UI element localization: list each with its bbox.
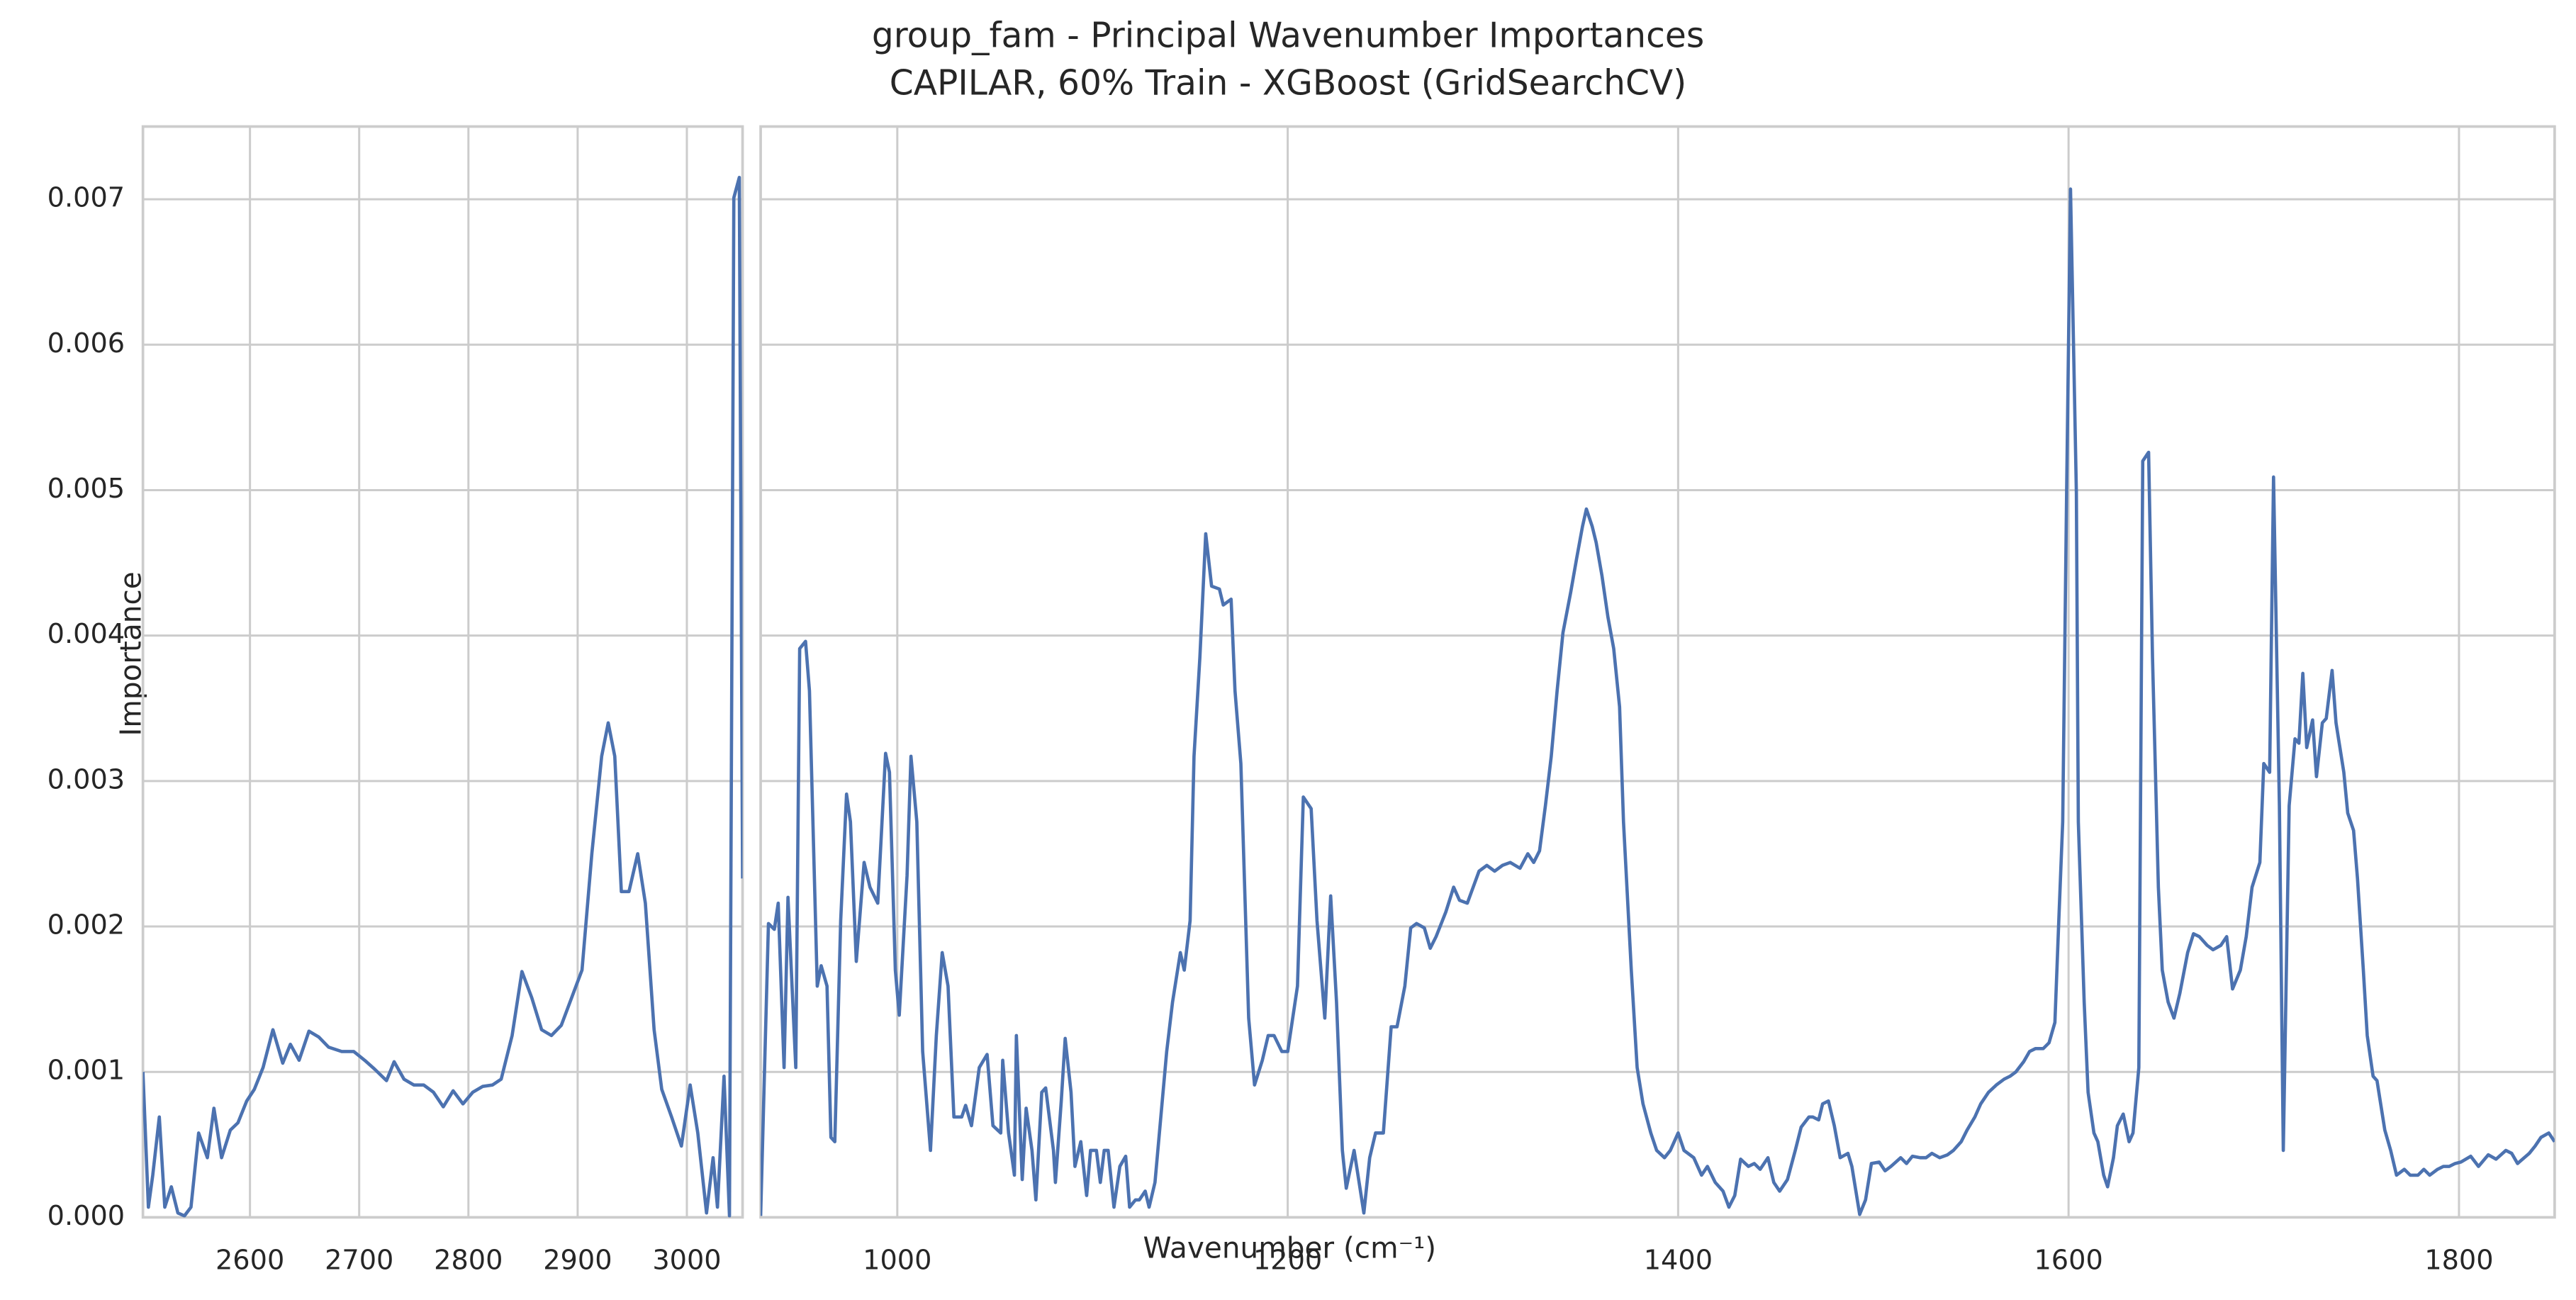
plot-area <box>142 176 743 1218</box>
y-tick-label: 0.007 <box>47 183 125 214</box>
x-tick-label: 1600 <box>2034 1245 2102 1276</box>
y-tick-label: 0.002 <box>47 910 125 941</box>
y-tick-label: 0.001 <box>47 1055 125 1087</box>
y-tick-label: 0.005 <box>47 474 125 505</box>
series-line <box>142 176 743 1218</box>
plot-frame <box>141 125 744 1219</box>
y-tick-label: 0.006 <box>47 328 125 359</box>
x-tick-label: 2700 <box>325 1245 393 1276</box>
x-tick-label: 2600 <box>215 1245 284 1276</box>
x-axis-label: Wavenumber (cm⁻¹) <box>1143 1231 1437 1265</box>
plot-frame <box>759 125 2556 1219</box>
x-tick-label: 1800 <box>2424 1245 2493 1276</box>
chart-title: group_fam - Principal Wavenumber Importa… <box>872 16 1704 55</box>
y-tick-label: 0.004 <box>47 619 125 650</box>
x-tick-label: 3000 <box>652 1245 721 1276</box>
x-tick-label: 1400 <box>1644 1245 1713 1276</box>
y-tick-label: 0.003 <box>47 764 125 795</box>
x-tick-label: 1200 <box>1253 1245 1322 1276</box>
x-tick-label: 2800 <box>434 1245 503 1276</box>
chart-subtitle: CAPILAR, 60% Train - XGBoost (GridSearch… <box>890 64 1686 103</box>
series-line <box>761 187 2555 1216</box>
x-tick-label: 2900 <box>543 1245 612 1276</box>
plot-area <box>761 187 2555 1216</box>
y-tick-label: 0.000 <box>47 1201 125 1232</box>
x-tick-label: 1000 <box>863 1245 931 1276</box>
